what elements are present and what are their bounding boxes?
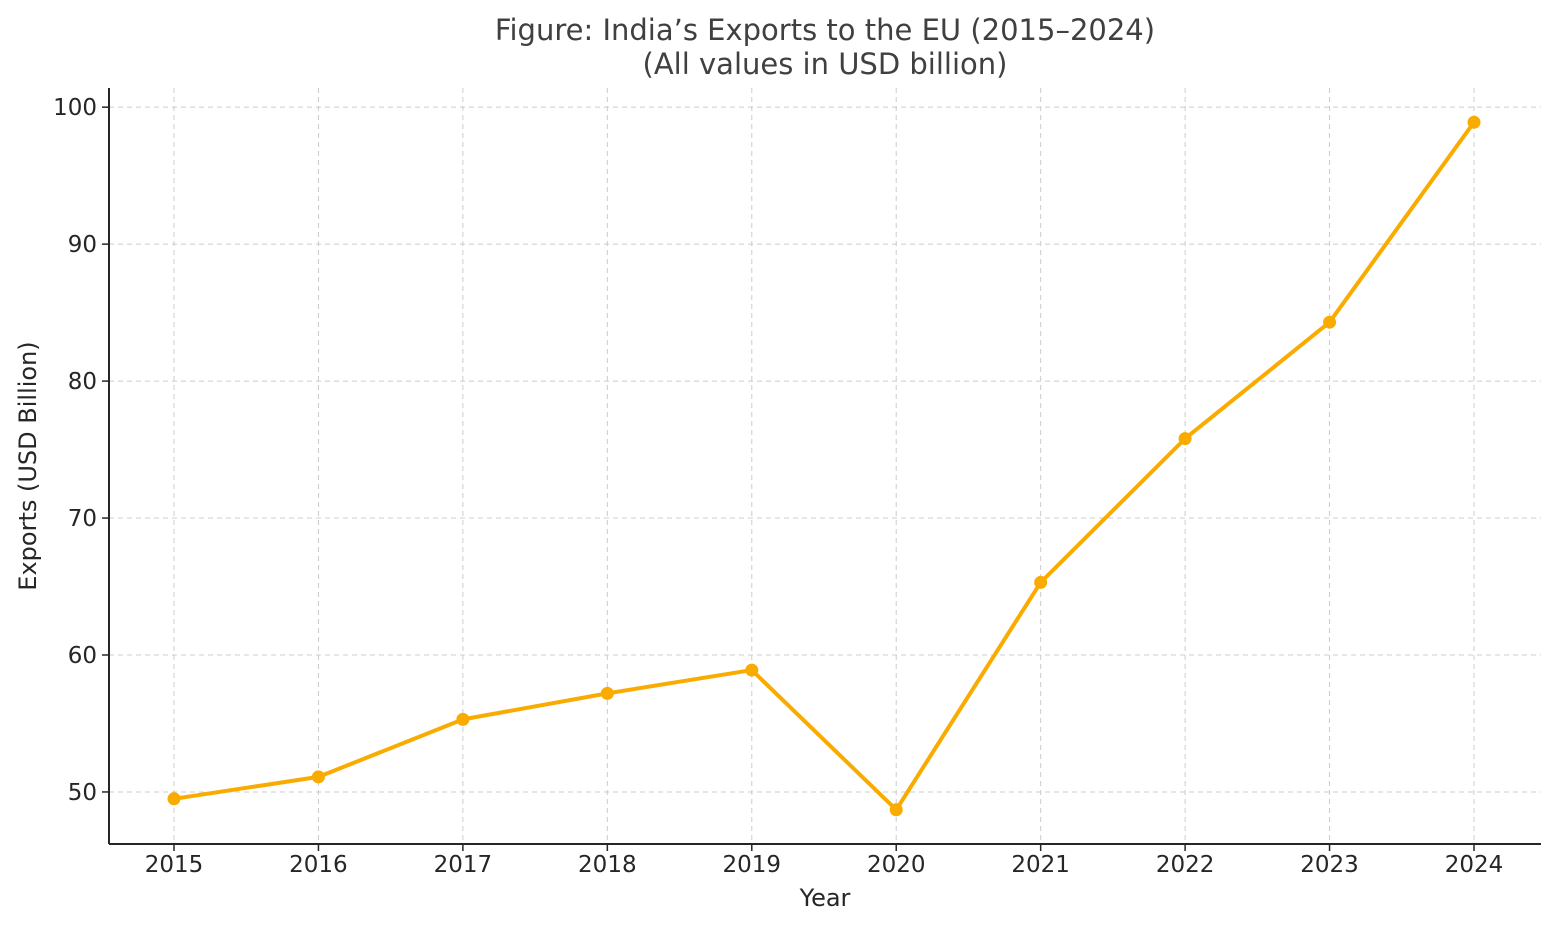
x-tick-label: 2020 (867, 852, 926, 878)
x-axis-label: Year (799, 884, 851, 912)
data-point (311, 770, 325, 784)
x-tick-label: 2021 (1011, 852, 1070, 878)
y-tick-label: 50 (68, 780, 97, 806)
grid (109, 88, 1541, 844)
data-point (1178, 432, 1192, 446)
x-tick-label: 2017 (434, 852, 493, 878)
data-series (167, 115, 1481, 817)
data-point (600, 686, 614, 700)
x-tick-label: 2023 (1300, 852, 1359, 878)
y-tick-label: 60 (68, 643, 97, 669)
tick-labels: 2015 2016 2017 2018 2019 2020 2021 2022 2023 2024… (53, 95, 1503, 878)
axes (102, 88, 1541, 851)
series-line (172, 120, 1476, 812)
data-point (1034, 575, 1048, 589)
y-tick-label: 100 (53, 95, 97, 121)
x-tick-label: 2019 (723, 852, 782, 878)
data-point (1467, 115, 1481, 129)
x-tick-label: 2016 (289, 852, 348, 878)
data-point (456, 712, 470, 726)
data-point (745, 663, 759, 677)
chart-title: Figure: India’s Exports to the EU (2015–… (495, 13, 1155, 47)
x-tick-label: 2022 (1156, 852, 1215, 878)
y-axis-label: Exports (USD Billion) (14, 341, 42, 590)
data-point (889, 803, 903, 817)
data-point (1323, 315, 1337, 329)
x-tick-label: 2024 (1445, 852, 1504, 878)
y-tick-label: 90 (68, 232, 97, 258)
y-tick-label: 80 (68, 369, 97, 395)
data-point (167, 792, 181, 806)
y-tick-label: 70 (68, 506, 97, 532)
chart-subtitle: (All values in USD billion) (643, 47, 1008, 81)
x-tick-label: 2015 (145, 852, 204, 878)
x-tick-label: 2018 (578, 852, 637, 878)
